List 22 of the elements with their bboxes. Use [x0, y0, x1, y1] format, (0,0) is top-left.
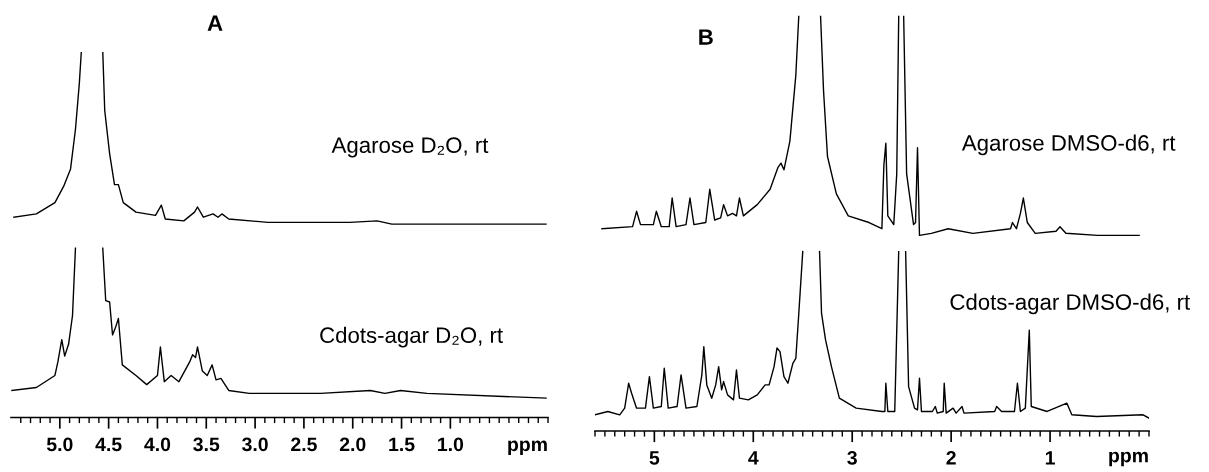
x-tick-label: 4.5 — [95, 437, 122, 452]
series-label: Cdots-agar DMSO-d6, rt — [950, 293, 1191, 315]
chart-title: B — [699, 29, 713, 45]
text: Cdots-agar D₂O, rt — [320, 326, 503, 348]
chart-title: A — [207, 15, 223, 31]
x-tick-label: 2.0 — [339, 437, 366, 452]
x-axis-title: ppm — [1109, 451, 1148, 467]
x-tick-label: 1 — [1045, 451, 1055, 465]
text: Agarose D₂O, rt — [331, 137, 489, 158]
x-tick-label: 2 — [946, 450, 956, 465]
x-tick-label: 3 — [847, 450, 857, 465]
x-tick-label: 1.5 — [389, 437, 415, 452]
x-tick-label: 5 — [649, 451, 660, 465]
x-axis-title: ppm — [508, 440, 547, 456]
x-tick-label: 3.5 — [193, 437, 220, 452]
x-tick-label: 2.5 — [291, 437, 317, 452]
series-label: Agarose DMSO-d6, rt — [961, 134, 1176, 156]
x-tick-label: 5.0 — [46, 437, 73, 452]
x-tick-label: 1.0 — [438, 437, 464, 452]
x-tick-label: 4 — [748, 451, 759, 465]
x-tick-label: 4.0 — [144, 437, 171, 452]
x-tick-label: 3.0 — [242, 437, 268, 452]
